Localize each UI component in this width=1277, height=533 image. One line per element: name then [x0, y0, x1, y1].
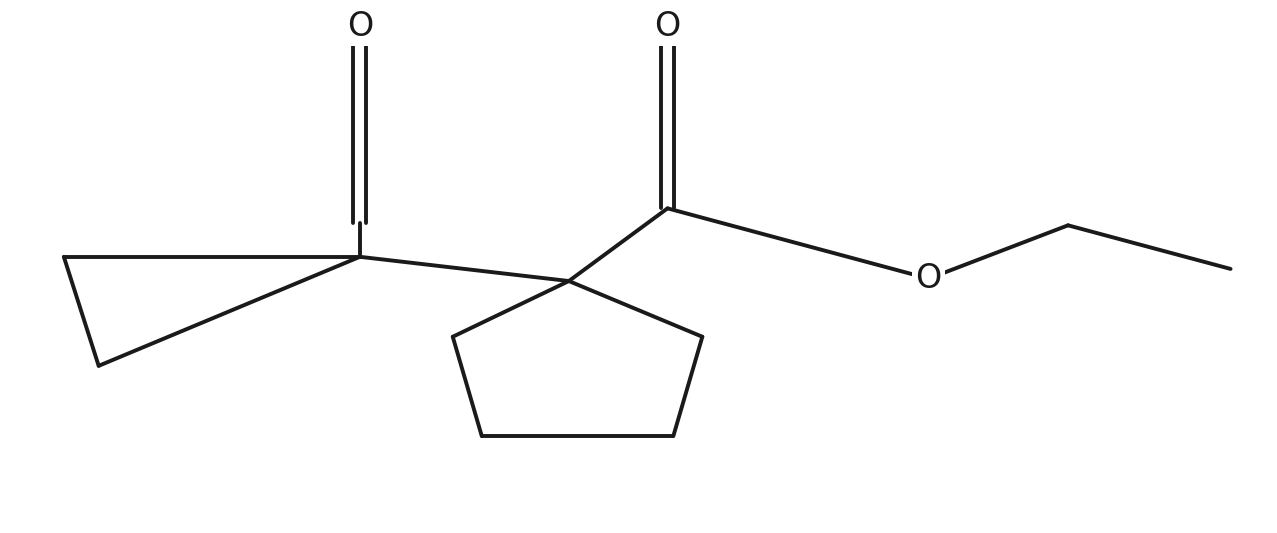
Text: O: O	[347, 10, 373, 43]
Text: O: O	[916, 262, 942, 295]
Text: O: O	[654, 10, 681, 43]
